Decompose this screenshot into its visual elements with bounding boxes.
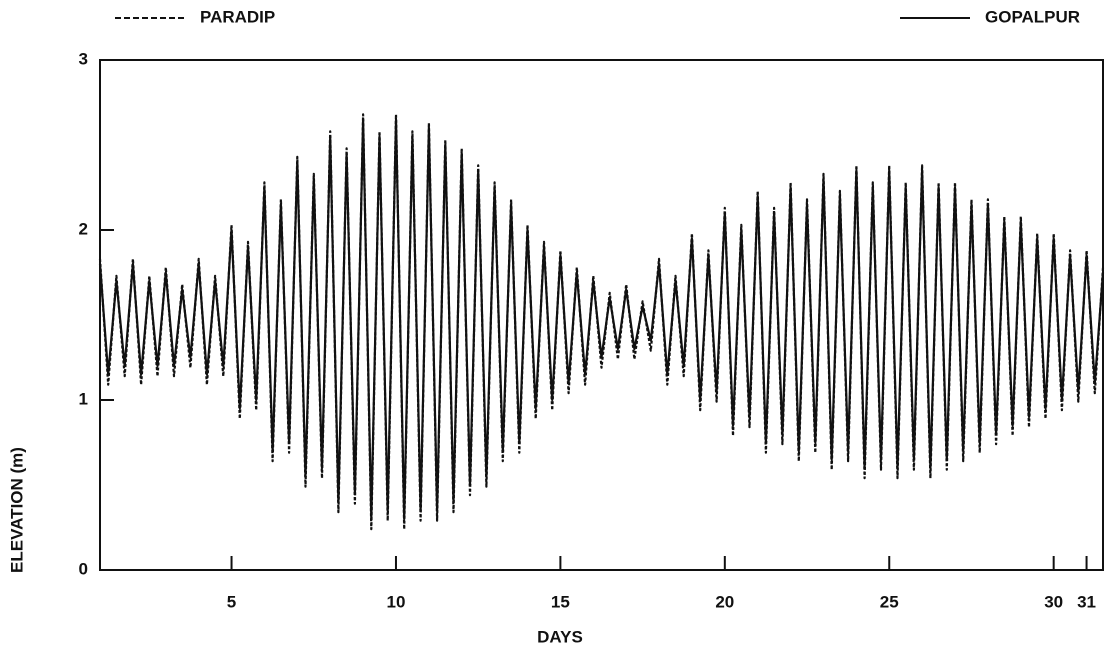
y-tick-label: 2 [79,219,88,238]
y-axis-label: ELEVATION (m) [7,447,26,573]
legend-label: GOPALPUR [985,7,1080,26]
y-tick-label: 0 [79,559,88,578]
series-line [98,118,1105,521]
legend-label: PARADIP [200,7,275,26]
x-tick-label: 5 [227,592,236,611]
series-line [98,113,1105,531]
x-tick-label: 25 [880,592,899,611]
x-tick-label: 20 [715,592,734,611]
x-tick-label: 30 [1044,592,1063,611]
x-tick-label: 15 [551,592,570,611]
plot-frame [99,59,1104,571]
y-tick-label: 3 [79,49,88,68]
x-tick-label: 10 [387,592,406,611]
y-tick-label: 1 [79,389,88,408]
x-tick-label: 31 [1077,592,1096,611]
x-axis-label: DAYS [537,627,583,646]
